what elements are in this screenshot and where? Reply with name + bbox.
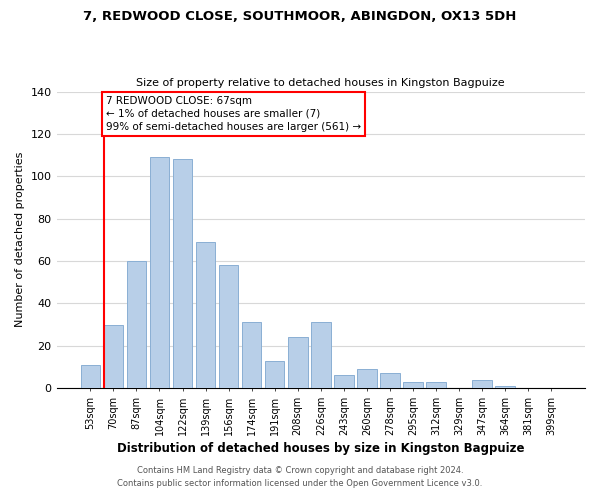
Bar [426, 382, 446, 388]
Title: Size of property relative to detached houses in Kingston Bagpuize: Size of property relative to detached ho… [136, 78, 505, 88]
Bar [127, 261, 146, 388]
Bar [265, 360, 284, 388]
Text: 7, REDWOOD CLOSE, SOUTHMOOR, ABINGDON, OX13 5DH: 7, REDWOOD CLOSE, SOUTHMOOR, ABINGDON, O… [83, 10, 517, 23]
Bar [80, 364, 100, 388]
Bar [219, 265, 238, 388]
X-axis label: Distribution of detached houses by size in Kingston Bagpuize: Distribution of detached houses by size … [117, 442, 524, 455]
Text: Contains HM Land Registry data © Crown copyright and database right 2024.
Contai: Contains HM Land Registry data © Crown c… [118, 466, 482, 487]
Bar [403, 382, 423, 388]
Bar [149, 157, 169, 388]
Bar [311, 322, 331, 388]
Bar [288, 337, 308, 388]
Bar [472, 380, 492, 388]
Y-axis label: Number of detached properties: Number of detached properties [15, 152, 25, 328]
Bar [104, 324, 123, 388]
Bar [496, 386, 515, 388]
Text: 7 REDWOOD CLOSE: 67sqm
← 1% of detached houses are smaller (7)
99% of semi-detac: 7 REDWOOD CLOSE: 67sqm ← 1% of detached … [106, 96, 361, 132]
Bar [357, 369, 377, 388]
Bar [196, 242, 215, 388]
Bar [334, 376, 353, 388]
Bar [242, 322, 262, 388]
Bar [380, 373, 400, 388]
Bar [173, 160, 193, 388]
